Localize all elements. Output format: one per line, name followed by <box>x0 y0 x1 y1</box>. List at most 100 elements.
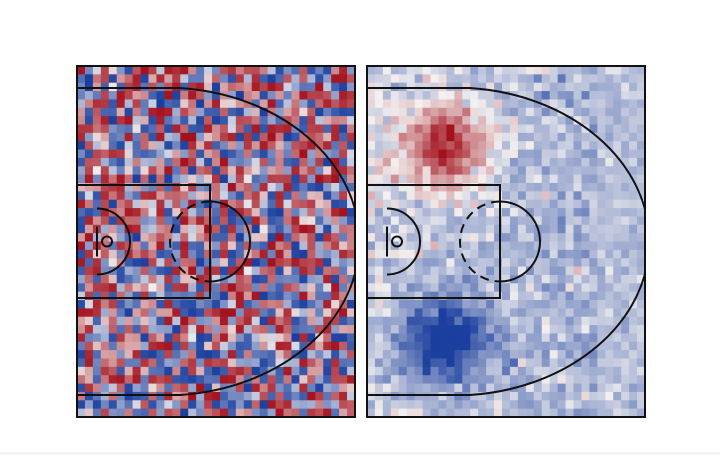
heatmap-cell <box>291 91 300 100</box>
heatmap-cell <box>390 74 400 84</box>
heatmap-cell <box>446 283 455 292</box>
heatmap-cell <box>307 208 316 217</box>
heatmap-cell <box>446 166 455 175</box>
heatmap-cell <box>108 157 118 167</box>
heatmap-cell <box>390 141 400 150</box>
heatmap-cell <box>597 199 606 209</box>
heatmap-cell <box>367 174 376 184</box>
heatmap-cell <box>502 141 511 150</box>
heatmap-cell <box>454 66 463 75</box>
heatmap-cell <box>629 366 638 376</box>
heatmap-cell <box>581 208 590 217</box>
heatmap-cell <box>219 216 229 226</box>
heatmap-cell <box>478 341 487 351</box>
heatmap-cell <box>422 358 431 368</box>
heatmap-cell <box>374 366 384 376</box>
heatmap-cell <box>251 199 261 209</box>
heatmap-cell <box>204 383 213 393</box>
heatmap-cell <box>462 66 471 75</box>
heatmap-cell <box>188 308 197 318</box>
heatmap-cell <box>398 183 408 192</box>
heatmap-cell <box>132 199 141 209</box>
heatmap-cell <box>283 366 292 376</box>
heatmap-cell <box>148 308 157 318</box>
heatmap-cell <box>605 82 614 92</box>
heatmap-cell <box>339 82 348 92</box>
heatmap-cell <box>613 141 622 150</box>
heatmap-cell <box>486 74 495 84</box>
heatmap-cell <box>347 166 356 175</box>
heatmap-cell <box>398 358 408 368</box>
heatmap-cell <box>629 99 638 109</box>
heatmap-cell <box>573 325 582 334</box>
heatmap-cell <box>470 400 479 409</box>
heatmap-cell <box>219 400 229 409</box>
heatmap-cell <box>172 141 181 150</box>
heatmap-cell <box>446 157 455 167</box>
heatmap-cell <box>132 149 141 159</box>
heatmap-cell <box>339 74 348 84</box>
heatmap-cell <box>188 408 197 418</box>
heatmap-cell <box>235 391 245 401</box>
heatmap-cell <box>204 233 213 242</box>
heatmap-cell <box>172 107 181 117</box>
heatmap-cell <box>235 300 245 309</box>
heatmap-cell <box>486 375 495 384</box>
heatmap-cell <box>621 375 630 384</box>
heatmap-cell <box>219 166 229 175</box>
heatmap-cell <box>92 132 102 142</box>
heatmap-cell <box>525 166 535 175</box>
heatmap-cell <box>140 375 149 384</box>
heatmap-cell <box>92 350 102 359</box>
heatmap-cell <box>243 208 253 217</box>
heatmap-cell <box>525 308 535 318</box>
heatmap-cell <box>267 132 276 142</box>
heatmap-cell <box>494 74 503 84</box>
heatmap-cell <box>374 325 384 334</box>
heatmap-cell <box>219 191 229 201</box>
heatmap-cell <box>77 266 86 276</box>
heatmap-cell <box>219 224 229 234</box>
heatmap-cell <box>251 174 261 184</box>
heatmap-cell <box>430 341 439 351</box>
heatmap-cell <box>486 124 495 134</box>
heatmap-cell <box>502 116 511 125</box>
heatmap-cell <box>422 216 431 226</box>
heatmap-cell <box>140 141 149 150</box>
heatmap-cell <box>180 300 189 309</box>
heatmap-cell <box>390 341 400 351</box>
heatmap-cell <box>629 91 638 100</box>
heatmap-cell <box>533 107 543 117</box>
heatmap-cell <box>140 107 149 117</box>
heatmap-cell <box>478 400 487 409</box>
heatmap-cell <box>156 174 165 184</box>
heatmap-cell <box>629 66 638 75</box>
heatmap-cell <box>235 99 245 109</box>
heatmap-cell <box>283 149 292 159</box>
heatmap-cell <box>299 99 308 109</box>
heatmap-cell <box>406 316 415 326</box>
heatmap-cell <box>315 408 324 418</box>
heatmap-cell <box>331 233 340 242</box>
heatmap-cell <box>108 149 118 159</box>
heatmap-cell <box>621 325 630 334</box>
heatmap-cell <box>275 82 284 92</box>
heatmap-cell <box>446 116 455 125</box>
heatmap-cell <box>430 249 439 259</box>
heatmap-cell <box>494 341 503 351</box>
heatmap-cell <box>251 91 261 100</box>
heatmap-cell <box>613 391 622 401</box>
heatmap-cell <box>148 400 157 409</box>
heatmap-cell <box>180 291 189 301</box>
heatmap-cell <box>557 333 566 343</box>
heatmap-cell <box>164 266 173 276</box>
heatmap-cell <box>132 132 141 142</box>
heatmap-cell <box>382 99 392 109</box>
heatmap-cell <box>108 300 118 309</box>
heatmap-cell <box>406 366 415 376</box>
heatmap-cell <box>374 208 384 217</box>
heatmap-cell <box>140 358 149 368</box>
heatmap-cell <box>613 199 622 209</box>
heatmap-cell <box>347 241 356 251</box>
heatmap-cell <box>390 199 400 209</box>
